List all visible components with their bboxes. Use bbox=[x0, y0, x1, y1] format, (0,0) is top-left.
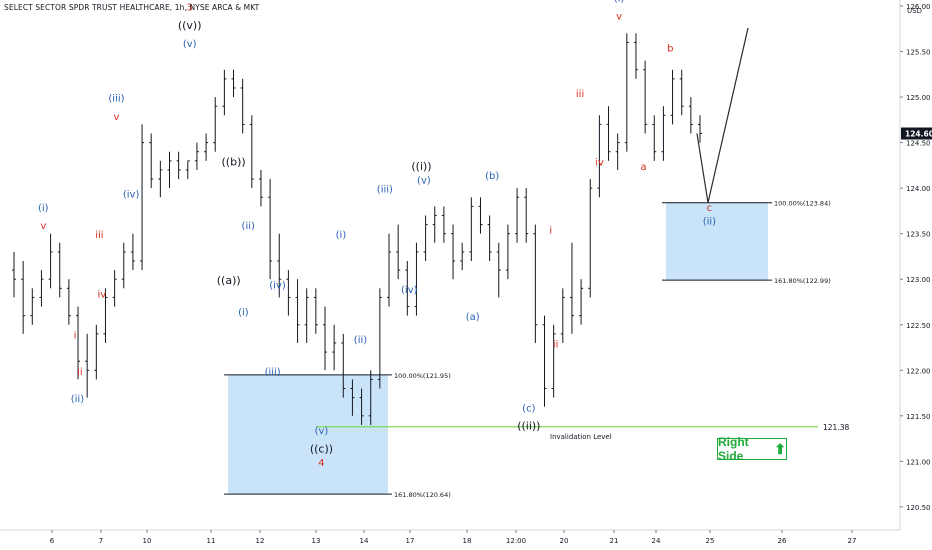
x-tick-label: 12:00 bbox=[506, 537, 526, 545]
wave-label: (v) bbox=[183, 39, 197, 50]
wave-label: iv bbox=[595, 157, 604, 168]
wave-label: (iv) bbox=[401, 285, 418, 296]
wave-label: 3 bbox=[186, 3, 192, 14]
wave-label: iv bbox=[97, 289, 106, 300]
wave-label: ((a)) bbox=[217, 274, 241, 287]
currency-label: USD bbox=[907, 7, 922, 15]
chart-title: SELECT SECTOR SPDR TRUST HEALTHCARE, 1h,… bbox=[4, 3, 260, 12]
wave-label: ((c)) bbox=[310, 442, 333, 455]
x-tick-label: 24 bbox=[652, 537, 661, 545]
y-tick-label: 120.50 bbox=[906, 504, 931, 512]
last-price-tag bbox=[901, 127, 932, 140]
x-tick-label: 11 bbox=[207, 537, 216, 545]
wave-label: ii bbox=[553, 340, 559, 351]
wave-label: (ii) bbox=[703, 217, 716, 228]
wave-label: v bbox=[616, 12, 622, 23]
right-side-badge: Right Side ⬆ bbox=[717, 435, 787, 463]
wave-label: (i) bbox=[336, 230, 347, 241]
wave-label: ii bbox=[77, 367, 83, 378]
wave-label: ((ii)) bbox=[517, 419, 540, 432]
wave-label: iii bbox=[576, 89, 584, 100]
candles-layer bbox=[12, 33, 702, 425]
wave-label: ((i)) bbox=[411, 160, 431, 173]
x-tick-label: 18 bbox=[463, 537, 472, 545]
x-tick-label: 20 bbox=[560, 537, 569, 545]
y-tick-label: 123.00 bbox=[906, 276, 931, 284]
x-tick-label: 10 bbox=[143, 537, 152, 545]
wave-label: (iv) bbox=[123, 189, 140, 200]
target-box bbox=[666, 202, 768, 281]
wave-label: i bbox=[74, 330, 77, 341]
wave-label: v bbox=[40, 221, 46, 232]
x-tick-label: 13 bbox=[312, 537, 321, 545]
wave-label: (ii) bbox=[242, 221, 255, 232]
wave-label: i bbox=[549, 226, 552, 237]
wave-label: a bbox=[640, 162, 646, 173]
y-tick-label: 122.50 bbox=[906, 322, 931, 330]
wave-label: ((v)) bbox=[178, 19, 202, 32]
wave-label: (a) bbox=[466, 312, 480, 323]
wave-label: (i) bbox=[38, 203, 49, 214]
wave-label: (i) bbox=[614, 0, 625, 4]
y-tick-label: 121.00 bbox=[906, 458, 931, 466]
y-tick-label: 123.50 bbox=[906, 231, 931, 239]
wave-label: (ii) bbox=[71, 394, 84, 405]
y-tick-label: 125.50 bbox=[906, 49, 931, 57]
wave-label: (iii) bbox=[377, 185, 393, 196]
wave-label: (iv) bbox=[269, 280, 286, 291]
projection-path bbox=[696, 27, 749, 203]
y-tick-label: 124.00 bbox=[906, 185, 931, 193]
y-tick-label: 125.00 bbox=[906, 94, 931, 102]
wave-label: v bbox=[114, 112, 120, 123]
wave-label: (iii) bbox=[265, 367, 281, 378]
wave-label: (ii) bbox=[354, 335, 367, 346]
x-tick-label: 14 bbox=[360, 537, 369, 545]
y-axis: 126.00 125.50 125.00 124.50 124.00 123.50 123.… bbox=[899, 0, 932, 530]
wave-label: (v) bbox=[315, 426, 329, 437]
x-tick-label: 21 bbox=[610, 537, 619, 545]
right-side-label: Right Side bbox=[718, 435, 749, 463]
last-price-label: 124.60 bbox=[905, 130, 932, 139]
wave-label: (c) bbox=[522, 403, 535, 414]
wave-label: iii bbox=[95, 230, 103, 241]
wave-label: (b) bbox=[485, 171, 499, 182]
box-bottom-label: 161.80%(120.64) bbox=[394, 491, 451, 499]
x-tick-label: 25 bbox=[706, 537, 715, 545]
x-tick-label: 7 bbox=[99, 537, 103, 545]
labels-layer: (i)viii(ii)iiiiv(iii)v(iv)3((v))(v)((b))… bbox=[38, 0, 716, 469]
box-bottom-label: 161.80%(122.99) bbox=[774, 277, 831, 285]
y-tick-label: 126.00 bbox=[906, 3, 931, 11]
y-tick-label: 121.50 bbox=[906, 413, 931, 421]
y-tick-label: 122.00 bbox=[906, 367, 931, 375]
wave-label: ((b)) bbox=[222, 155, 246, 168]
wave-label: b bbox=[667, 44, 673, 55]
target-box bbox=[228, 374, 388, 495]
x-axis: 6 7 10 11 12 13 14 17 18 12:00 20 21 24 25 26 27 bbox=[0, 529, 900, 545]
wave-label: c bbox=[707, 203, 713, 214]
projection-layer bbox=[696, 27, 749, 203]
x-tick-label: 12 bbox=[256, 537, 265, 545]
invalidation-value: 121.38 bbox=[823, 423, 849, 432]
wave-label: (v) bbox=[417, 176, 431, 187]
wave-label: 4 bbox=[318, 458, 324, 469]
x-tick-label: 6 bbox=[50, 537, 55, 545]
x-tick-label: 17 bbox=[406, 537, 415, 545]
x-tick-label: 26 bbox=[778, 537, 787, 545]
x-tick-label: 27 bbox=[848, 537, 857, 545]
wave-label: (i) bbox=[238, 308, 249, 319]
box-top-label: 100.00%(123.84) bbox=[774, 200, 831, 208]
wave-label: (iii) bbox=[108, 94, 124, 105]
invalidation-label: Invalidation Level bbox=[550, 433, 612, 441]
up-arrow-icon: ⬆ bbox=[774, 441, 786, 457]
y-tick-label: 124.50 bbox=[906, 140, 931, 148]
box-top-label: 100.00%(121.95) bbox=[394, 372, 451, 380]
